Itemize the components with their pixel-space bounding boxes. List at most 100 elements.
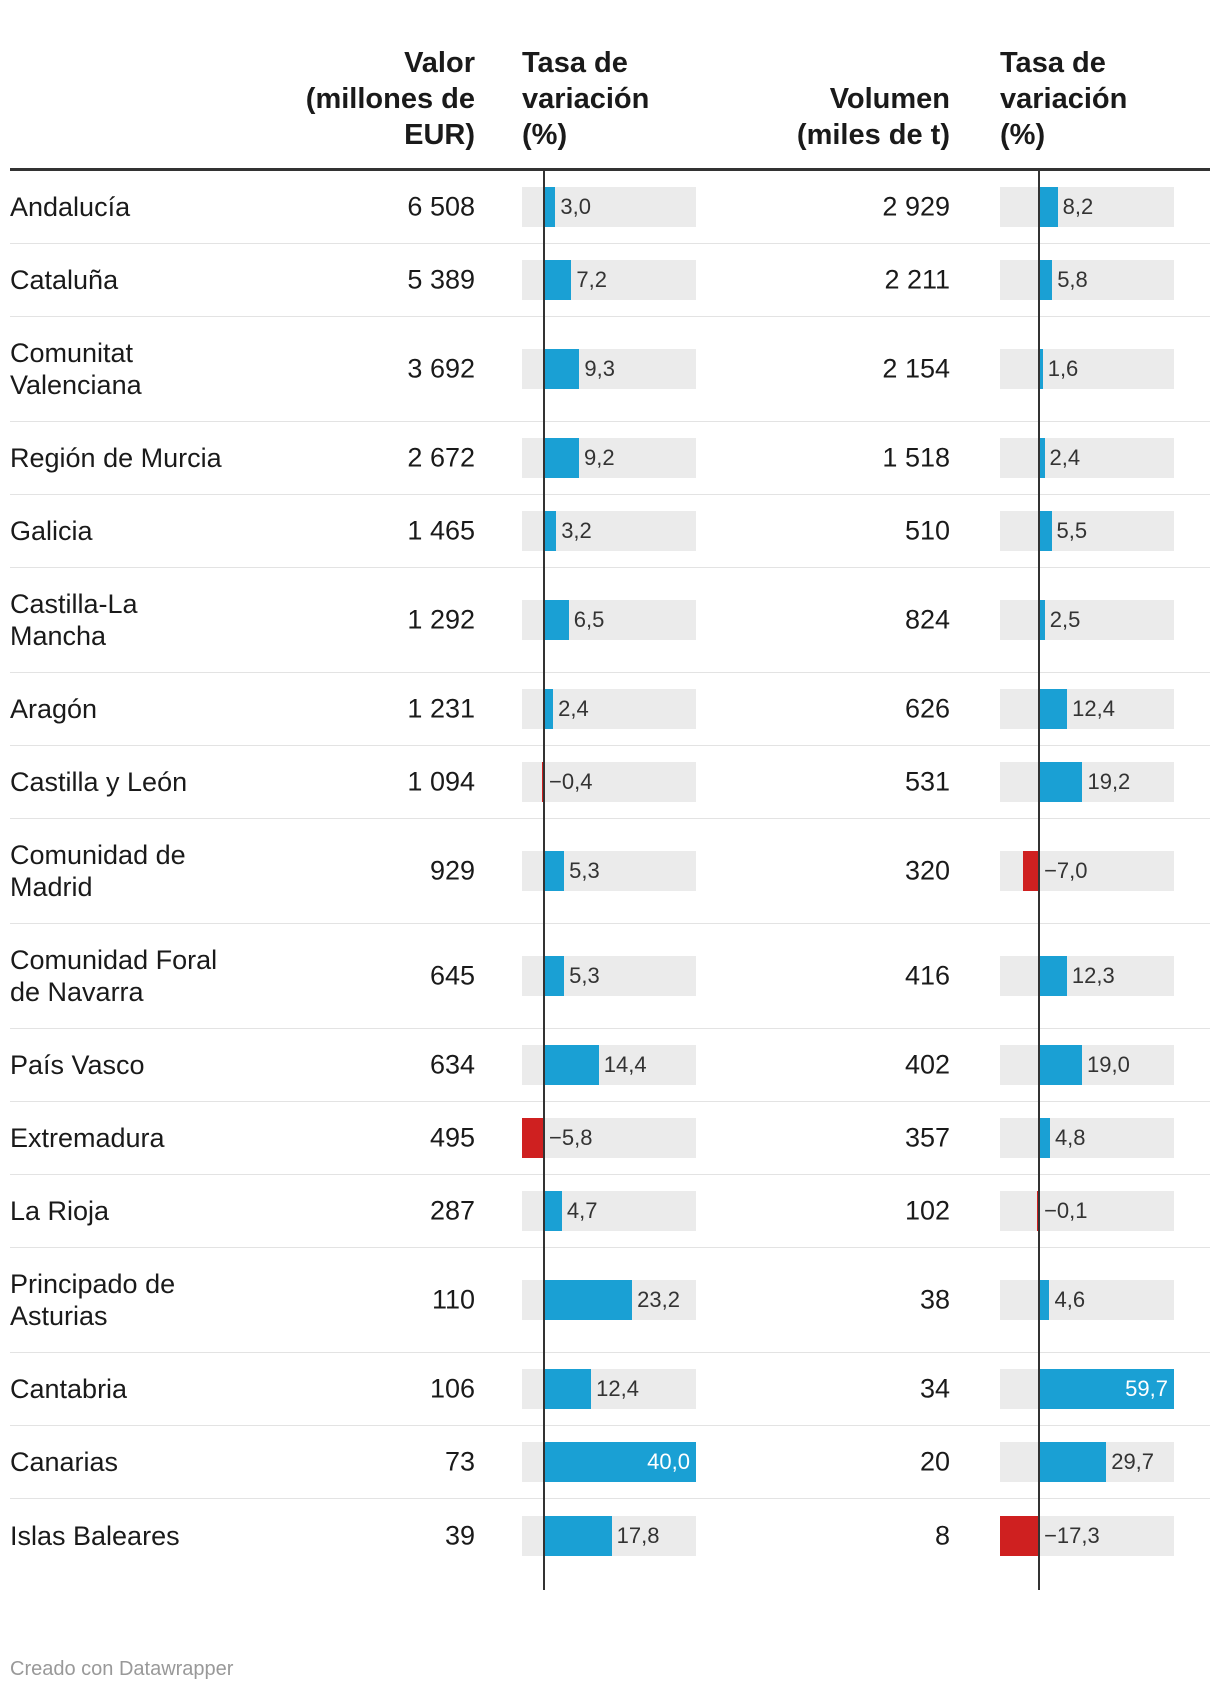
tasa_valor-track: 7,2 xyxy=(522,260,696,300)
valor-cell: 39 xyxy=(444,1520,475,1550)
tasa_valor-track: 6,5 xyxy=(522,600,696,640)
header-valor: Valor (millones de EUR) xyxy=(305,47,475,151)
region-name: País Vasco xyxy=(10,1050,145,1080)
tasa_valor-bar xyxy=(544,260,572,300)
tasa_volumen-label: 4,6 xyxy=(1054,1287,1086,1312)
volumen-cell: 102 xyxy=(904,1195,950,1226)
tasa_volumen-label: 8,2 xyxy=(1062,194,1094,219)
valor-cell: 1 465 xyxy=(407,515,475,546)
tasa_volumen-bar xyxy=(1039,1369,1174,1409)
tasa_valor-bar xyxy=(544,1442,696,1482)
tasa_valor-label: 23,2 xyxy=(637,1287,680,1312)
footer-credit: Creado con Datawrapper xyxy=(10,1658,234,1680)
valor-cell: 287 xyxy=(429,1195,475,1226)
tasa_valor-bar xyxy=(544,187,556,227)
volumen-cell: 510 xyxy=(904,515,950,546)
tasa_valor-bar xyxy=(544,600,569,640)
valor-cell: 6 508 xyxy=(407,191,475,222)
tasa_volumen-label: 19,0 xyxy=(1087,1052,1130,1077)
tasa_volumen-label: −17,3 xyxy=(1044,1522,1100,1548)
header-tasa-volumen: Tasa de variación (%) xyxy=(1000,47,1128,151)
header-rule xyxy=(10,168,1210,171)
region-name: Cataluña xyxy=(10,265,119,295)
table-row: País Vasco 634 14,4 402 19,0 xyxy=(10,1029,1210,1102)
tasa_valor-track: 5,3 xyxy=(522,851,696,891)
valor-cell: 5 389 xyxy=(407,264,475,295)
region-name: Islas Baleares xyxy=(10,1520,180,1551)
valor-cell: 106 xyxy=(429,1373,475,1404)
tasa_volumen-track: 59,7 xyxy=(1000,1369,1174,1409)
tasa_valor-label: 2,4 xyxy=(558,696,589,721)
tasa_volumen-bar xyxy=(1039,956,1067,996)
tasa_valor-bar xyxy=(544,1191,562,1231)
tasa_valor-bar xyxy=(544,851,565,891)
tasa_volumen-bar xyxy=(1000,1515,1040,1556)
tasa_valor-track: 12,4 xyxy=(522,1369,696,1409)
tasa_volumen-label: 1,6 xyxy=(1047,356,1079,381)
region-name: Comunidad de Madrid xyxy=(10,840,186,902)
tasa_valor-label: 7,2 xyxy=(576,267,607,292)
tasa_volumen-label: 12,3 xyxy=(1071,963,1115,988)
tasa_valor-label: 5,3 xyxy=(569,858,600,883)
tasa_volumen-bar xyxy=(1039,511,1052,551)
tasa_volumen-label: 29,7 xyxy=(1111,1449,1155,1474)
tasa_valor-bar xyxy=(544,1515,612,1556)
tasa_valor-track: 14,4 xyxy=(522,1045,696,1085)
tasa_valor-track: 23,2 xyxy=(522,1280,696,1320)
tasa_valor-label: −5,8 xyxy=(549,1125,593,1150)
tasa_valor-label: 6,5 xyxy=(573,607,605,632)
tasa_volumen-label: 59,7 xyxy=(1125,1376,1168,1401)
valor-cell: 1 292 xyxy=(407,604,475,635)
tasa_volumen-label: −7,0 xyxy=(1044,858,1088,883)
table-row: Región de Murcia 2 672 9,2 1 518 2,4 xyxy=(10,422,1210,495)
header-tasa-valor: Tasa de variación (%) xyxy=(522,47,650,151)
tasa_valor-bar xyxy=(544,956,565,996)
valor-cell: 645 xyxy=(429,960,475,991)
tasa_volumen-track: 1,6 xyxy=(1000,349,1174,389)
tasa_valor-label: 3,2 xyxy=(561,518,592,543)
tasa_valor-track: 2,4 xyxy=(522,689,696,729)
region-name: Andalucía xyxy=(10,192,131,222)
tasa_valor-track: 9,3 xyxy=(522,349,696,389)
tasa_volumen-track: 5,5 xyxy=(1000,511,1174,551)
table-row: Comunidad Foral de Navarra 645 5,3 416 12,3 xyxy=(10,924,1210,1029)
tasa_volumen-bar xyxy=(1039,762,1083,802)
tasa_valor-bar xyxy=(544,511,557,551)
header-volumen: Volumen (miles de t) xyxy=(796,83,950,151)
region-name: Cantabria xyxy=(10,1374,128,1404)
tasa_valor-bar xyxy=(544,689,554,729)
tasa_valor-bar xyxy=(522,1118,545,1158)
tasa_volumen-bar xyxy=(1039,689,1068,729)
volumen-zero-axis xyxy=(1038,171,1041,1590)
table-row: Extremadura 495 −5,8 357 4,8 xyxy=(10,1102,1210,1175)
region-name: Extremadura xyxy=(10,1123,165,1153)
tasa_volumen-track: 4,6 xyxy=(1000,1280,1174,1320)
valor-cell: 929 xyxy=(429,855,475,886)
volumen-cell: 1 518 xyxy=(882,442,950,473)
table-row: Andalucía 6 508 3,0 2 929 8,2 xyxy=(10,171,1210,244)
region-name: Región de Murcia xyxy=(10,443,222,473)
tasa_valor-bar xyxy=(544,1045,599,1085)
valor-cell: 2 672 xyxy=(407,442,475,473)
valor-cell: 73 xyxy=(444,1446,475,1477)
tasa_valor-label: 14,4 xyxy=(603,1052,647,1077)
region-name: Comunitat Valenciana xyxy=(10,338,142,400)
tasa_volumen-label: 5,8 xyxy=(1057,267,1088,292)
tasa_volumen-label: 5,5 xyxy=(1056,518,1088,543)
tasa_valor-label: 5,3 xyxy=(569,963,600,988)
volumen-cell: 320 xyxy=(904,855,950,886)
volumen-cell: 2 929 xyxy=(882,191,950,222)
table-row: Cataluña 5 389 7,2 2 211 5,8 xyxy=(10,244,1210,317)
table-row: La Rioja 287 4,7 102 −0,1 xyxy=(10,1175,1210,1248)
volumen-cell: 34 xyxy=(919,1373,950,1404)
tasa_valor-label: 9,2 xyxy=(583,445,615,470)
table-row: Castilla y León 1 094 −0,4 531 19,2 xyxy=(10,746,1210,819)
volumen-cell: 20 xyxy=(919,1446,950,1477)
valor-cell: 634 xyxy=(429,1049,475,1080)
tasa_volumen-track: 19,0 xyxy=(1000,1045,1174,1085)
tasa_volumen-track: 2,4 xyxy=(1000,438,1174,478)
tasa_volumen-track: 12,3 xyxy=(1000,956,1174,996)
tasa_volumen-track: −17,3 xyxy=(1000,1515,1174,1556)
tasa_valor-track: 9,2 xyxy=(522,438,696,478)
tasa_volumen-track: 12,4 xyxy=(1000,689,1174,729)
